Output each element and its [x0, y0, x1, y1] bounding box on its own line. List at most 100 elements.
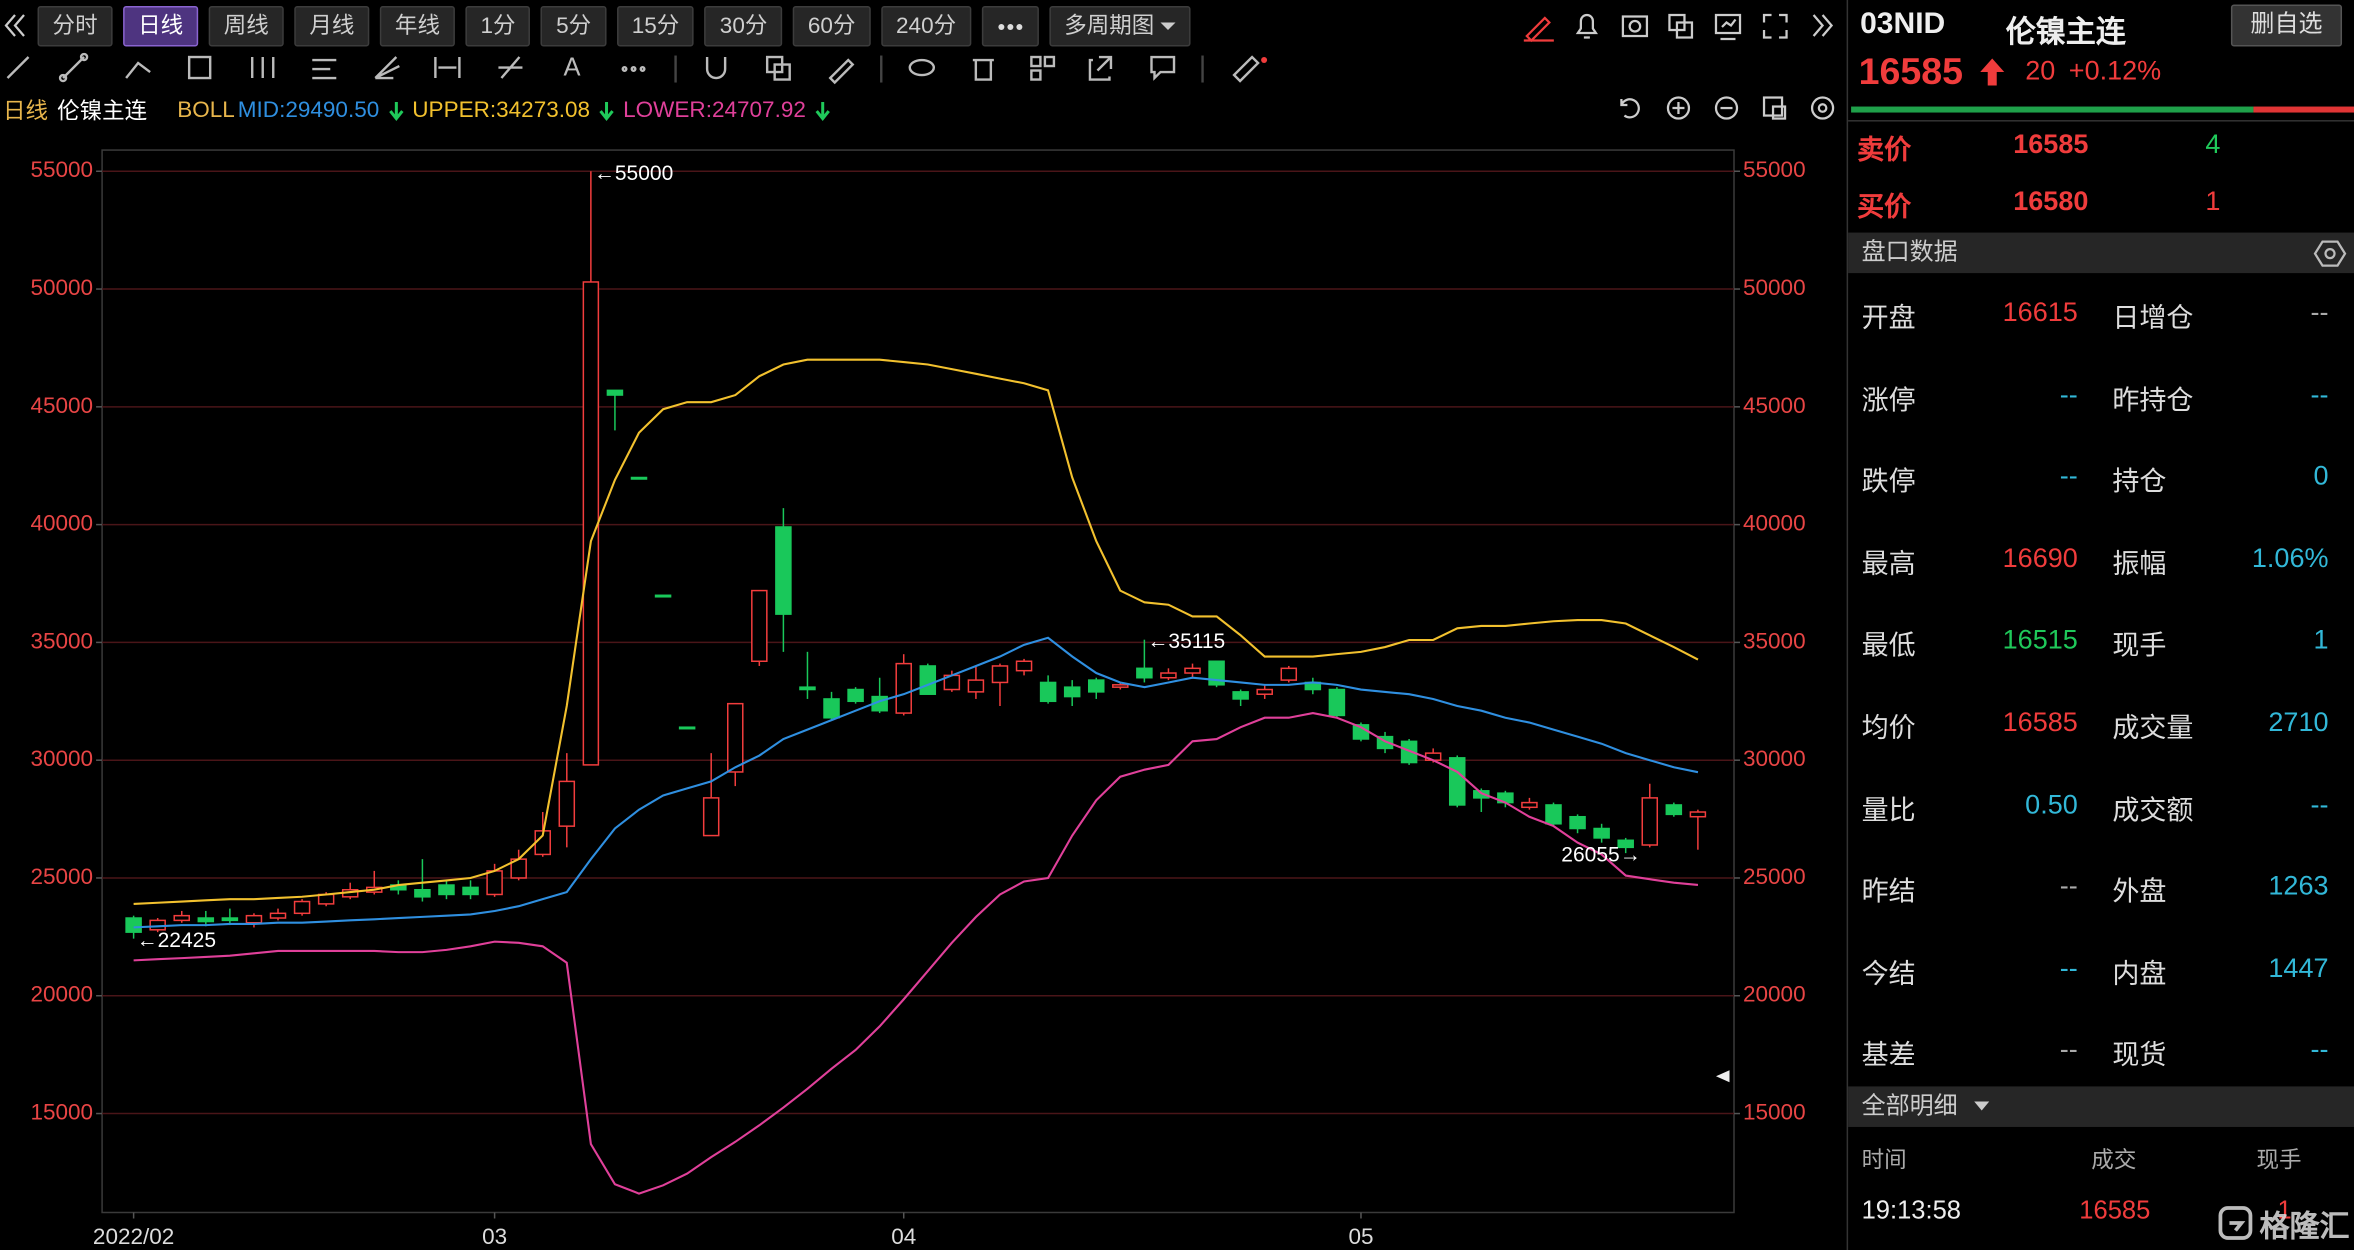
candle-body [1473, 790, 1490, 799]
detail-col: 现手 [2256, 1147, 2302, 1174]
stat-label: 日增仓 [2112, 303, 2194, 334]
candle-body [847, 688, 864, 703]
x-tick-label: 04 [891, 1224, 916, 1249]
candle-body [1689, 811, 1707, 818]
period-button[interactable]: 分时 [37, 6, 113, 47]
stat-label: 最高 [1861, 548, 1916, 579]
candle-body [967, 679, 985, 693]
candle-body [414, 889, 431, 898]
y-tick-label: 30000 [30, 746, 93, 771]
stat-label: 开盘 [1861, 303, 1916, 334]
stat-row: 开盘 16615 日增仓 -- [1848, 297, 2354, 342]
stat-value: -- [2310, 379, 2329, 410]
stat-value: -- [2059, 379, 2078, 410]
candle-body [895, 662, 912, 714]
stat-row: 最高 16690 振幅 1.06% [1848, 543, 2354, 588]
y2-tick-label: 55000 [1743, 157, 1806, 182]
watermark: 格隆汇 [2217, 1200, 2350, 1245]
plot-frame [101, 149, 1735, 1214]
price-marker [1715, 1070, 1730, 1083]
candle-body [1063, 686, 1081, 698]
period-button[interactable]: 月线 [294, 6, 370, 47]
candle-body [582, 281, 600, 766]
stat-value: 16585 [2002, 706, 2078, 737]
candle-body [991, 665, 1009, 684]
stat-value: 16615 [2002, 297, 2078, 328]
period-button[interactable]: 周线 [208, 6, 284, 47]
y2-tick-label: 30000 [1743, 746, 1806, 771]
bid-price: 16580 [2013, 186, 2089, 217]
candle-body [1136, 667, 1153, 679]
stat-row: 均价 16585 成交量 2710 [1848, 707, 2354, 752]
boll-line [133, 358, 1699, 906]
y-tick-label: 50000 [30, 275, 93, 300]
candle-body [1545, 804, 1562, 825]
period-button[interactable]: 240分 [881, 6, 972, 47]
watch-button[interactable]: 删自选 [2230, 4, 2343, 47]
candle-body [1112, 684, 1129, 688]
multi-period-label: 多周期图 [1064, 13, 1155, 40]
plot: 15000 15000 20000 20000 25000 25000 30000 30000… [30, 157, 1805, 1249]
candle-body [775, 526, 792, 615]
chart: A 15000 15000 20000 20000 25000 25000 30000 300… [4, 13, 1835, 1249]
candle-body [1569, 815, 1586, 830]
bid-label: 买价 [1857, 192, 1912, 223]
candle-body [245, 914, 263, 924]
detail-header: 全部明细 [1848, 1086, 2354, 1127]
candle-body [606, 389, 624, 396]
stat-value: 0.50 [2025, 788, 2078, 819]
settings-icon[interactable] [2313, 237, 2347, 270]
spacer [6, 6, 27, 44]
stat-value: 16515 [2002, 624, 2078, 655]
multi-period-button[interactable]: 多周期图 [1049, 6, 1191, 47]
candle-body [1448, 757, 1466, 806]
period-button[interactable]: 60分 [792, 6, 871, 47]
y-tick-label: 45000 [30, 393, 93, 418]
stat-row: 基差 -- 现货 -- [1848, 1034, 2354, 1079]
period-button[interactable]: 日线 [123, 6, 199, 47]
watermark-text: 格隆汇 [2259, 1210, 2350, 1244]
stat-value: -- [2310, 297, 2329, 328]
candle-body [1593, 827, 1610, 839]
extreme-label: ←35115 [1147, 630, 1225, 653]
volume-bar-sell [2253, 106, 2354, 113]
candle-body [1232, 691, 1249, 700]
stat-value: 0 [2313, 460, 2329, 491]
stat-value: -- [2310, 788, 2329, 819]
candle-body [125, 917, 142, 933]
boll-line [133, 636, 1699, 929]
period-button[interactable]: 30分 [704, 6, 783, 47]
up-arrow [1980, 58, 2005, 86]
svg-text:A: A [563, 54, 580, 82]
period-button[interactable]: 5分 [541, 6, 607, 47]
quote-panel: 03NID 伦镍主连 删自选 16585 20 +0.12% 卖价 16585 … [1846, 0, 2354, 1250]
y-tick-label: 15000 [30, 1100, 93, 1125]
candle-body [486, 870, 503, 896]
candle-body [293, 900, 311, 915]
more-button[interactable] [981, 6, 1039, 47]
candle-body [558, 780, 576, 827]
y-tick-label: 40000 [30, 511, 93, 536]
ask-label: 卖价 [1857, 135, 1912, 166]
period-button[interactable]: 15分 [616, 6, 695, 47]
boll-line [133, 712, 1699, 1195]
period-button[interactable]: 年线 [379, 6, 456, 47]
candle-body [1160, 672, 1177, 679]
price-change: 20 [2025, 55, 2056, 86]
candle-body [1400, 740, 1418, 764]
stat-label: 量比 [1861, 794, 1916, 825]
candle-body [462, 886, 479, 896]
stat-label: 现手 [2112, 630, 2167, 661]
candle-body [823, 698, 840, 719]
stat-row: 最低 16515 现手 1 [1848, 625, 2354, 670]
extreme-label: ←55000 [594, 162, 673, 185]
period-button[interactable]: 1分 [465, 6, 531, 47]
candle-body [1328, 688, 1346, 717]
y-tick-label: 25000 [30, 864, 93, 889]
y2-tick-label: 25000 [1743, 864, 1806, 889]
detail-col: 时间 [1861, 1147, 1907, 1174]
stat-row: 涨停 -- 昨持仓 -- [1848, 379, 2354, 424]
stat-value: 1.06% [2251, 542, 2329, 573]
x-tick-label: 05 [1348, 1224, 1373, 1249]
symbol-code: 03NID [1860, 7, 1946, 41]
